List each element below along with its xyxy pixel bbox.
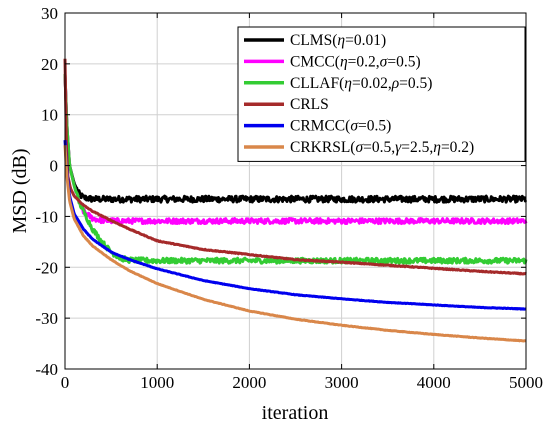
plot-frame: [64, 12, 527, 370]
y-tick-label: -10: [35, 207, 58, 226]
series-line-3: [63, 58, 527, 276]
x-tick-label: 1000: [140, 373, 174, 392]
x-tick-label: 2000: [232, 373, 266, 392]
series-layer: [63, 58, 528, 343]
x-tick-label: 0: [61, 373, 70, 392]
y-tick-label: 0: [50, 157, 59, 176]
series-line-4: [63, 140, 527, 311]
y-axis-label: MSD (dB): [9, 148, 31, 233]
series-line-1: [63, 73, 528, 226]
legend-label-5: CRKRSL(σ=0.5,γ=2.5,η=0.2): [290, 139, 474, 156]
legend-box: [237, 26, 526, 162]
y-tick-label: 20: [41, 55, 58, 74]
legend-label-0: CLMS(η=0.01): [290, 32, 386, 49]
y-tick-label: -20: [35, 258, 58, 277]
y-tick-label: -30: [35, 309, 58, 328]
y-tick-label: 10: [41, 106, 58, 125]
legend-label-3: CRLS: [290, 96, 329, 113]
y-tick-label: 30: [41, 4, 58, 23]
legend: CLMS(η=0.01) CMCC(η=0.2,σ=0.5) CLLAF(η=0.0…: [237, 26, 526, 162]
x-tick-label: 4000: [417, 373, 451, 392]
y-tick-label: -40: [35, 360, 58, 379]
axis-ticks: 0 1000 2000 3000 4000 5000 30 20 10 0 -10 -20 -30 -40: [35, 4, 543, 392]
x-tick-label: 3000: [325, 373, 359, 392]
series-line-0: [63, 73, 528, 204]
x-tick-label: 5000: [509, 373, 543, 392]
legend-label-1: CMCC(η=0.2,σ=0.5): [290, 53, 421, 70]
x-axis-label: iteration: [262, 402, 329, 424]
series-line-5: [63, 145, 527, 343]
legend-label-2: CLLAF(η=0.02,ρ=0.5): [290, 75, 432, 92]
legend-label-4: CRMCC(σ=0.5): [290, 118, 391, 135]
